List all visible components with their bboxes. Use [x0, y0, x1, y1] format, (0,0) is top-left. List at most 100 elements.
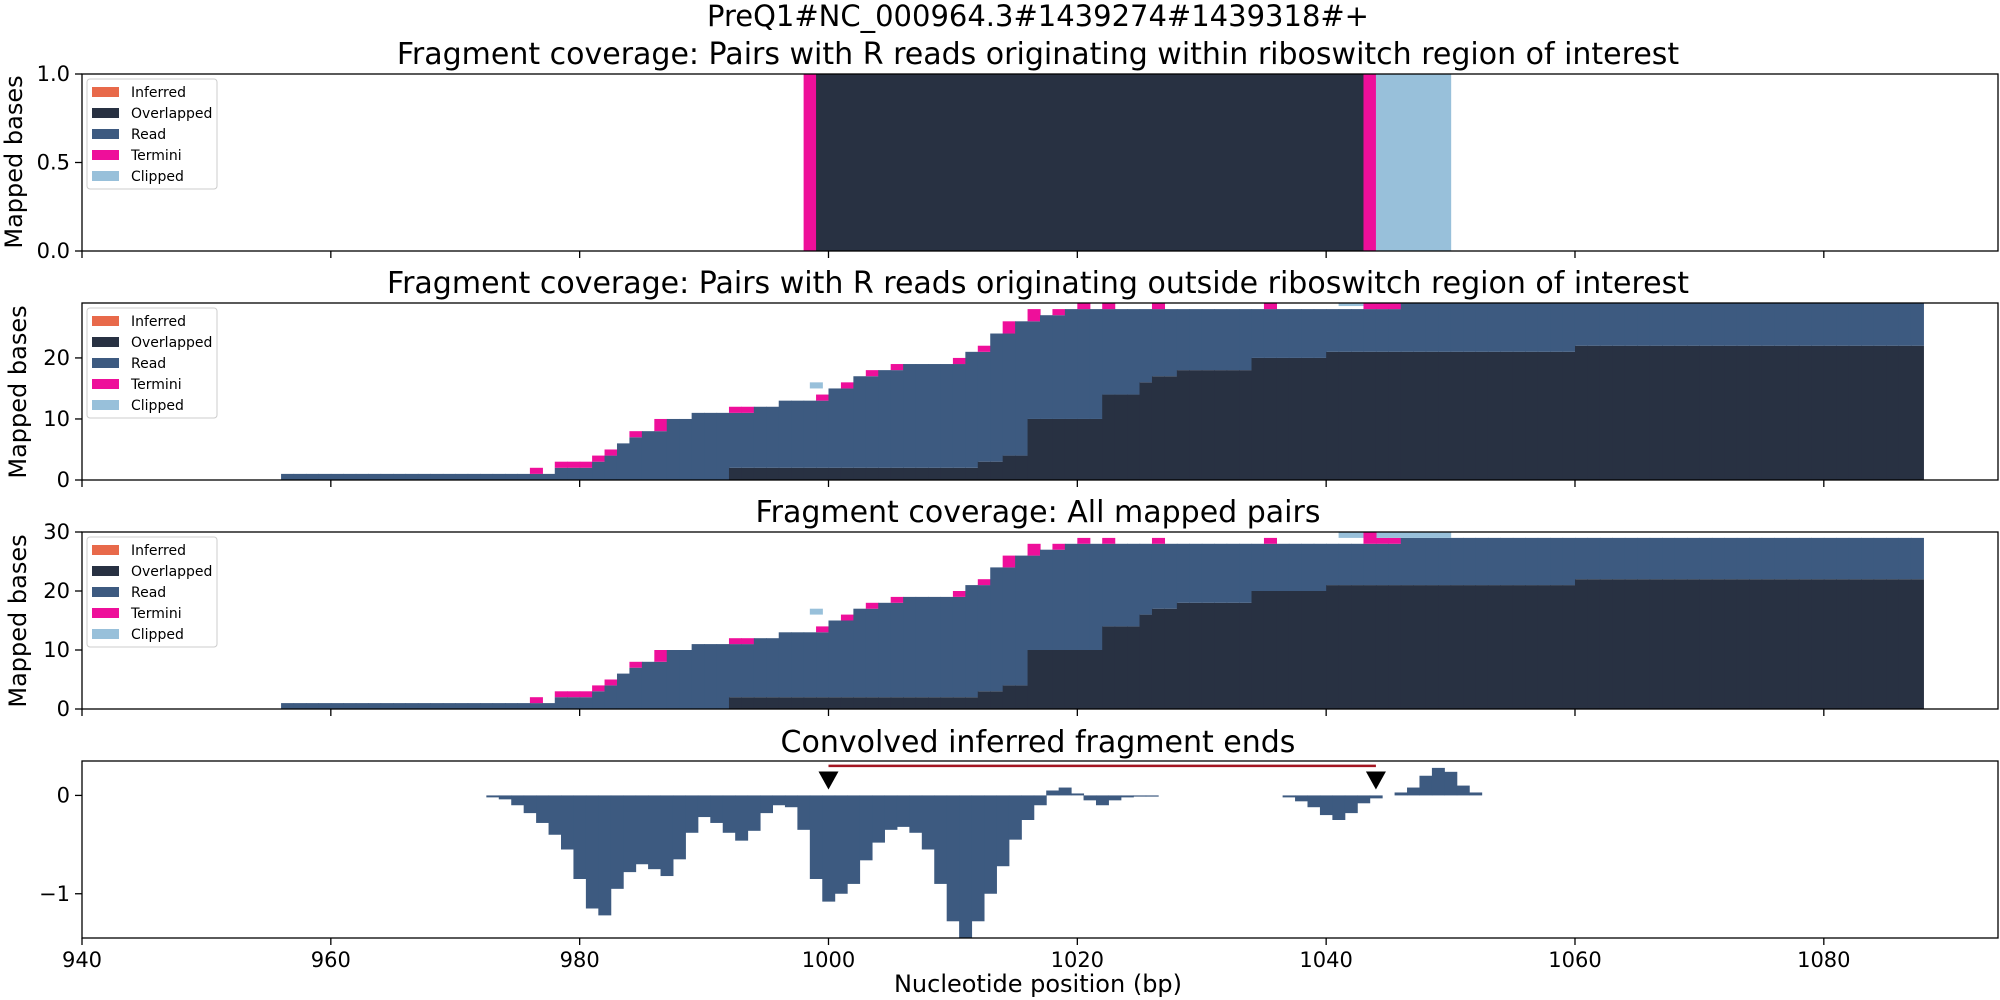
bar-read — [1761, 537, 1775, 580]
bar-read — [579, 467, 593, 480]
bar-read — [878, 370, 892, 468]
bar-read — [343, 703, 357, 709]
bar-termini — [529, 697, 543, 704]
bar-overlapped — [1363, 351, 1377, 480]
bar-overlapped — [1525, 351, 1539, 480]
legend-swatch-overlapped — [92, 566, 119, 576]
bar-read — [1836, 303, 1850, 346]
bar-read — [1487, 303, 1501, 352]
bar-overlapped — [1873, 345, 1887, 480]
bar-read — [840, 388, 854, 468]
bar-termini — [1375, 303, 1389, 310]
bar-read — [405, 473, 419, 480]
legend-swatch-read — [92, 129, 119, 139]
bar-read — [1077, 543, 1091, 650]
bar-overlapped — [1774, 345, 1788, 480]
bar-overlapped — [1562, 351, 1576, 480]
bar-overlapped — [1910, 579, 1924, 709]
convolved-bar — [1145, 795, 1159, 797]
bar-read — [318, 473, 332, 480]
bar-read — [1077, 309, 1091, 419]
convolved-bar — [710, 795, 724, 823]
bar-overlapped — [1562, 585, 1576, 709]
legend-swatch-clipped — [92, 171, 119, 181]
bar-read — [990, 567, 1004, 692]
y-tick-label: 1.0 — [37, 62, 70, 86]
bar-termini — [977, 579, 991, 586]
bar-read — [380, 473, 394, 480]
bar-overlapped — [1774, 579, 1788, 709]
bar-read — [442, 703, 456, 709]
bar-termini — [654, 650, 668, 662]
bar-read — [330, 473, 344, 480]
bar-read — [878, 602, 892, 698]
bar-overlapped — [1898, 345, 1912, 480]
bar-overlapped — [766, 467, 780, 480]
bar-overlapped — [1624, 579, 1638, 709]
bar-overlapped — [903, 697, 917, 709]
legend-box — [86, 536, 218, 648]
bar-read — [1861, 537, 1875, 580]
y-tick-label: 10 — [43, 638, 70, 662]
segment-clipped — [1375, 74, 1452, 251]
convolved-bar — [1319, 795, 1333, 816]
bar-overlapped — [890, 467, 904, 480]
bar-overlapped — [1189, 370, 1203, 480]
bar-read — [940, 596, 954, 698]
bar-overlapped — [1898, 579, 1912, 709]
bar-overlapped — [1425, 351, 1439, 480]
bar-read — [865, 608, 879, 698]
bar-overlapped — [865, 697, 879, 709]
bar-read — [1798, 537, 1812, 580]
bar-overlapped — [1686, 345, 1701, 480]
bar-read — [616, 443, 631, 480]
bar-read — [1251, 309, 1265, 358]
bar-overlapped — [1450, 585, 1464, 709]
bar-overlapped — [1736, 345, 1750, 480]
bar-overlapped — [1686, 579, 1701, 709]
legend-outside: Inferred Overlapped Read Termini Clipped — [86, 307, 218, 419]
bar-termini — [890, 364, 904, 371]
segment-termini — [1363, 74, 1377, 251]
bar-read — [778, 400, 792, 468]
bar-read — [1450, 537, 1464, 586]
x-tick-label: 1020 — [1051, 948, 1104, 972]
panel-title-within: Fragment coverage: Pairs with R reads or… — [397, 37, 1680, 72]
bar-read — [1823, 537, 1837, 580]
bar-overlapped — [1537, 585, 1551, 709]
convolved-bar — [1108, 795, 1122, 801]
segment-overlapped — [816, 74, 1365, 251]
bar-read — [505, 703, 519, 709]
bar-overlapped — [1338, 351, 1352, 480]
bar-clipped — [1338, 303, 1365, 307]
legend-label-overlapped: Overlapped — [131, 335, 212, 351]
bar-overlapped — [1761, 579, 1775, 709]
bar-overlapped — [1040, 418, 1054, 480]
bar-read — [778, 632, 792, 698]
bar-read — [1487, 537, 1501, 586]
bar-overlapped — [1836, 579, 1850, 709]
bar-read — [1139, 309, 1153, 383]
bar-termini — [1263, 537, 1277, 544]
bar-read — [1637, 303, 1651, 346]
bar-termini — [554, 461, 568, 468]
bar-read — [816, 400, 830, 468]
bar-read — [517, 473, 531, 480]
bar-read — [554, 697, 568, 709]
bar-overlapped — [1823, 345, 1837, 480]
bar-read — [1699, 537, 1713, 580]
bar-read — [1064, 543, 1078, 650]
bar-overlapped — [977, 691, 991, 709]
bar-read — [1724, 537, 1738, 580]
bar-overlapped — [1388, 351, 1402, 480]
bar-read — [1002, 333, 1016, 456]
y-tick-label: 20 — [43, 346, 70, 370]
bar-read — [1214, 543, 1228, 603]
convolved-bar — [896, 795, 910, 827]
convolved-bar — [909, 795, 923, 833]
convolved-bar — [735, 795, 749, 841]
bar-termini — [554, 691, 568, 698]
bar-read — [480, 703, 494, 709]
bar-termini — [1151, 537, 1166, 544]
